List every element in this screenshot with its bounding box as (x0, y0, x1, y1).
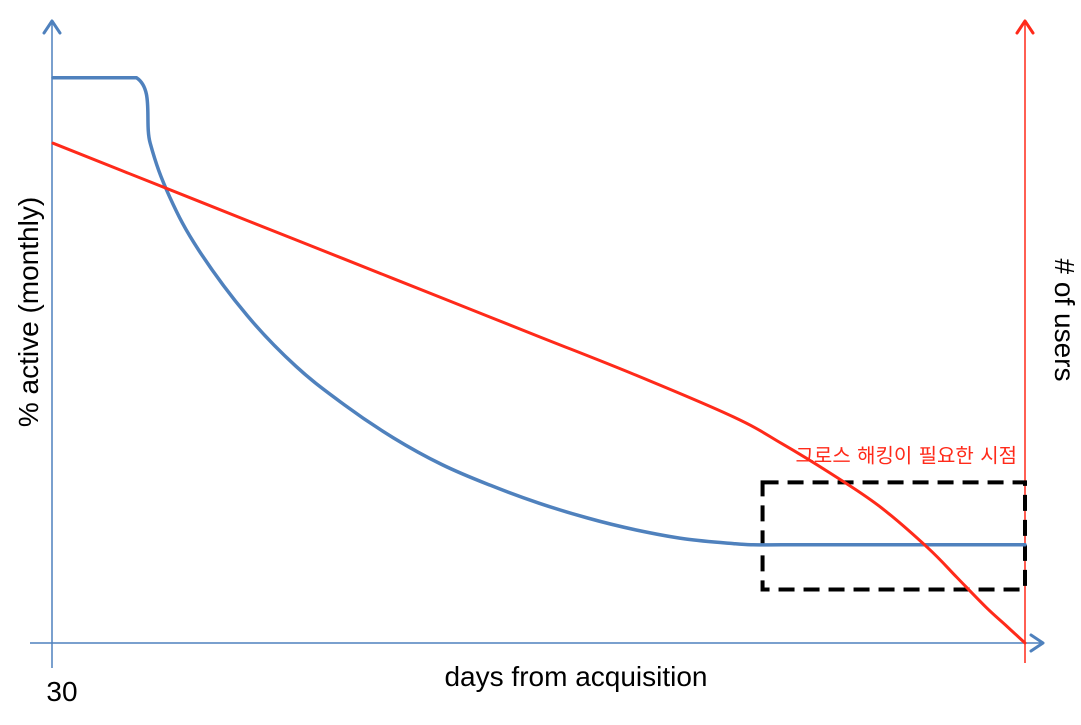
x-axis-arrow (1029, 633, 1045, 653)
series-line-right-axis (51, 141, 1027, 645)
series-line-left-axis (51, 76, 1027, 547)
right-y-axis-label: # of users (1049, 259, 1080, 382)
left-y-axis-label: % active (monthly) (13, 197, 44, 427)
right-y-axis-arrow (1015, 19, 1035, 35)
left-y-axis-arrow (42, 19, 62, 35)
x-tick-label: 30 (46, 676, 77, 707)
annotation-box (760, 480, 1027, 592)
series-layer (51, 76, 1027, 645)
axes (30, 19, 1045, 668)
x-axis-label: days from acquisition (444, 661, 707, 692)
annotation-label: 그로스 해킹이 필요한 시점 (796, 443, 1017, 467)
